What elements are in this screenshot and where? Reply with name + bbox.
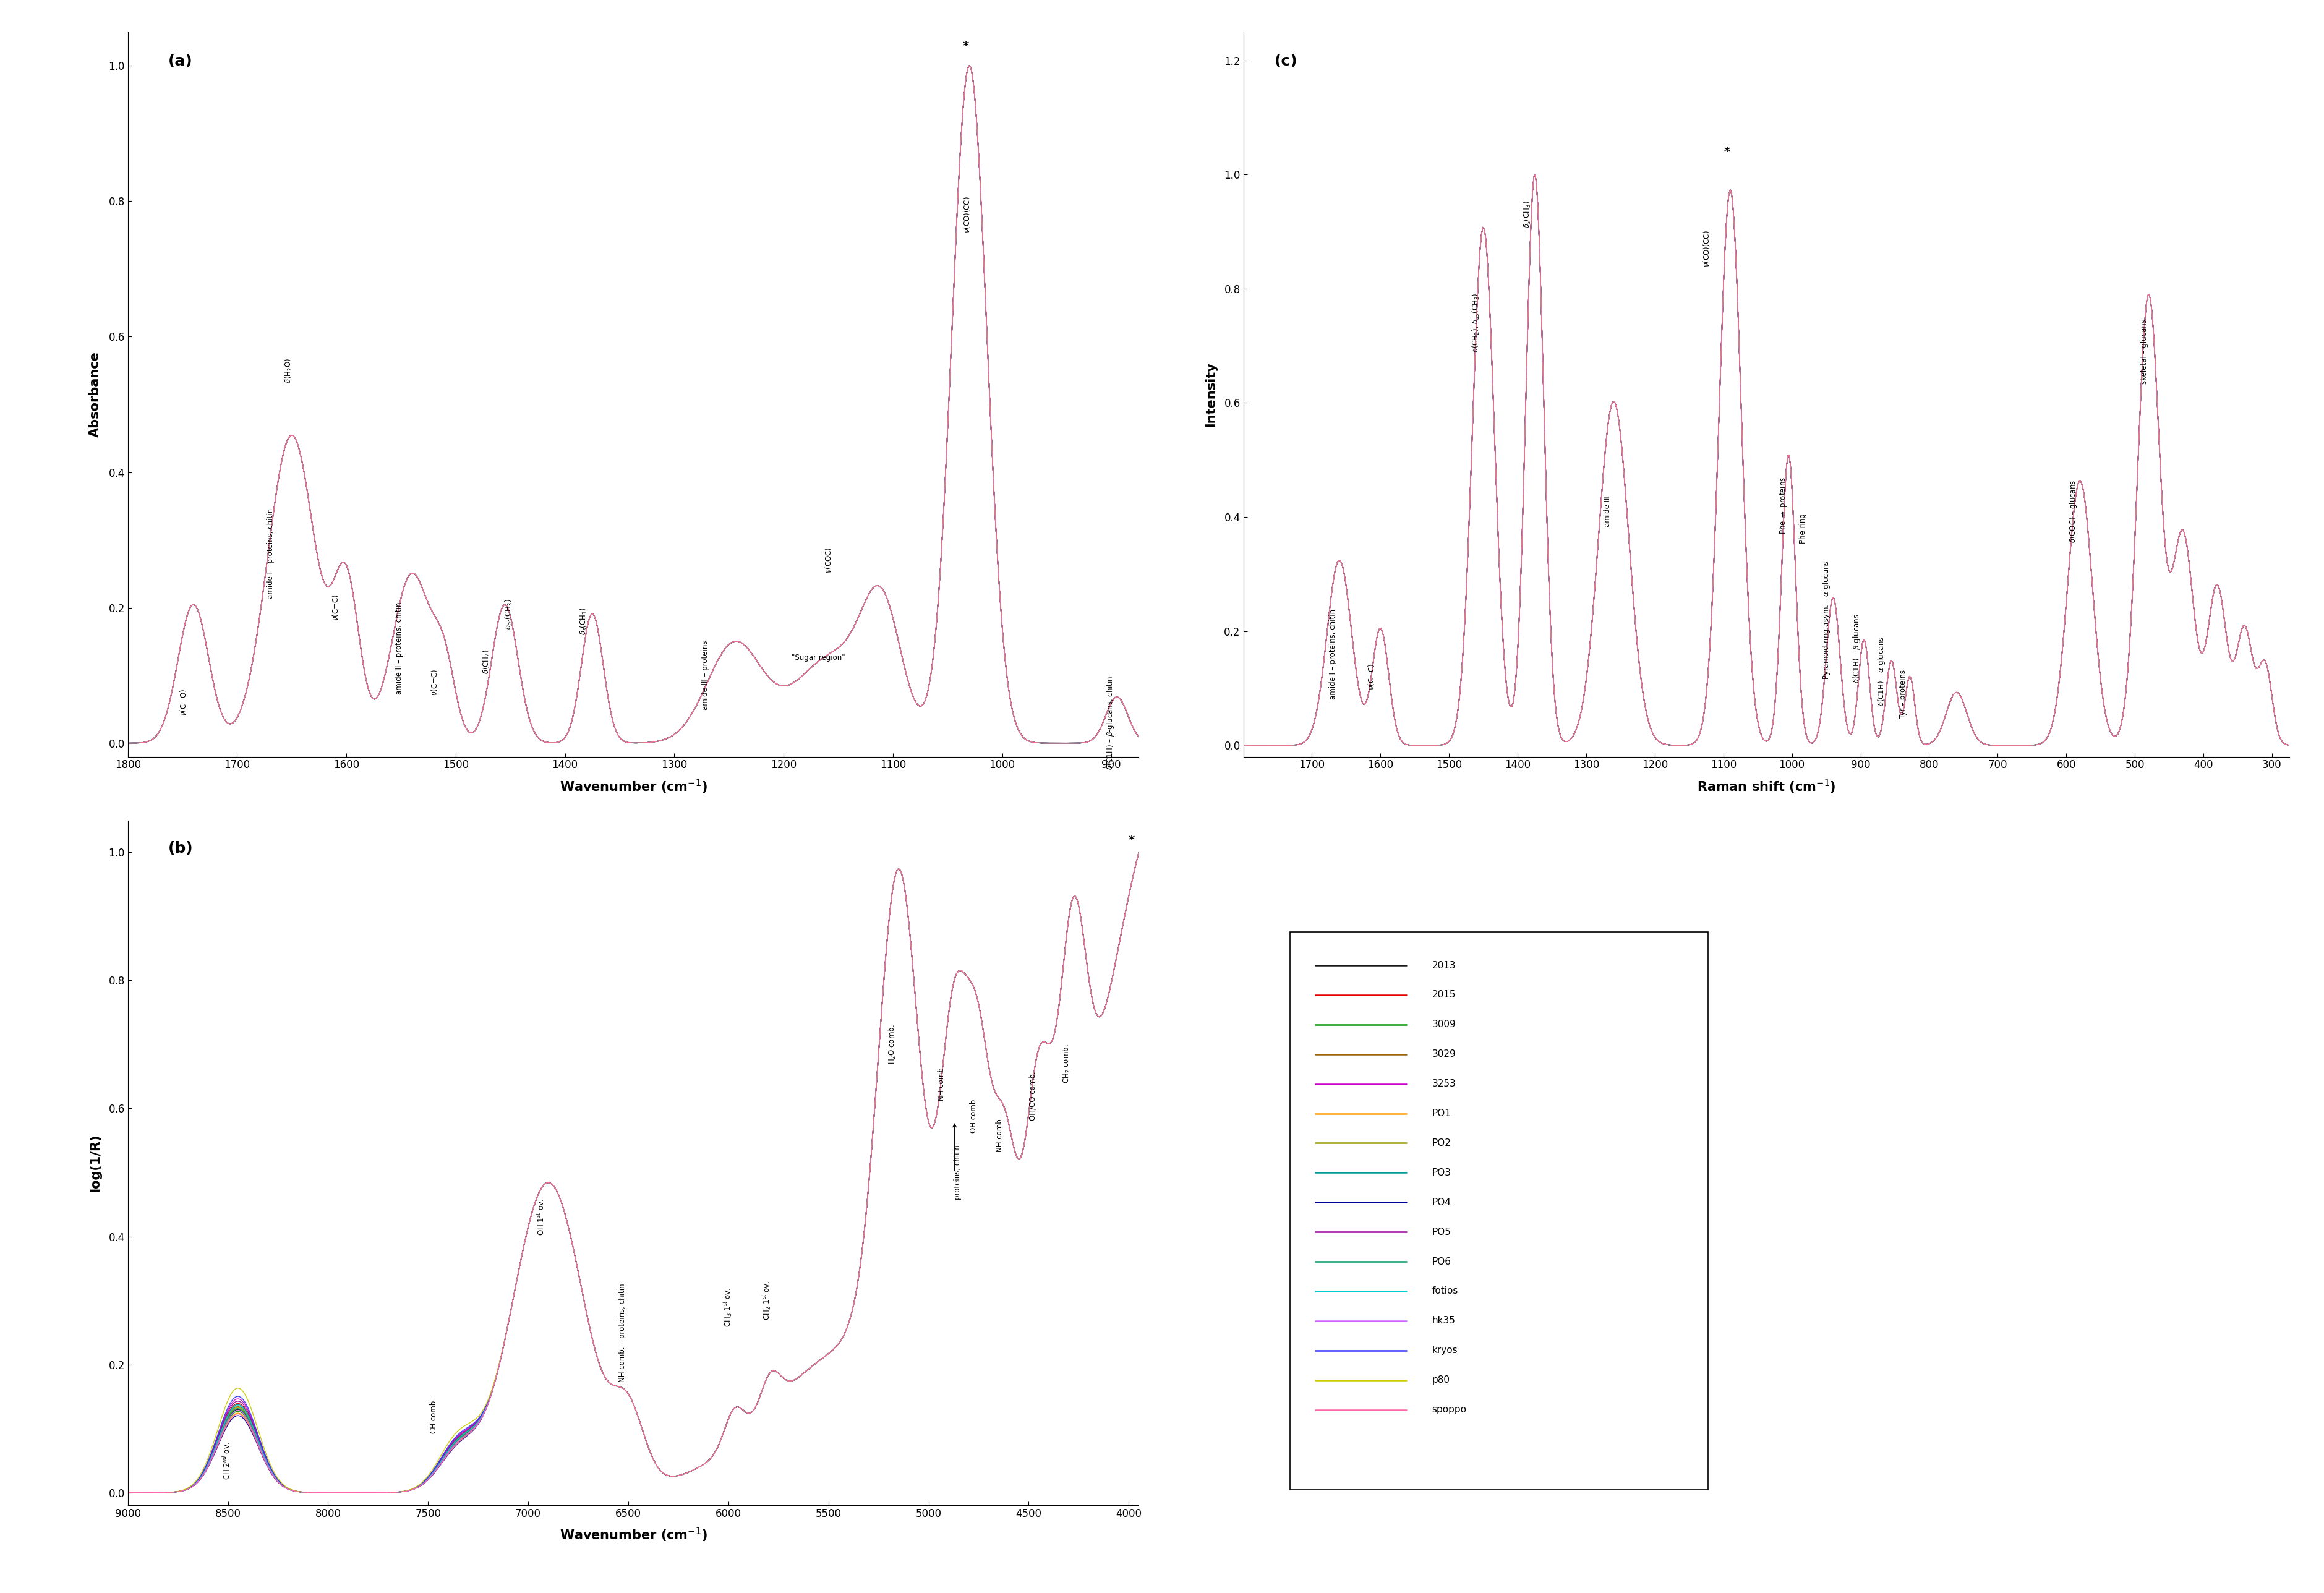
Text: NH comb.: NH comb.	[937, 1066, 946, 1101]
Text: PO1: PO1	[1432, 1109, 1450, 1118]
Text: CH 2$^{nd}$ ov.: CH 2$^{nd}$ ov.	[223, 1442, 232, 1480]
Text: amide I – proteins, chitin: amide I – proteins, chitin	[1329, 609, 1336, 699]
Text: (a): (a)	[167, 54, 193, 68]
Y-axis label: Intensity: Intensity	[1204, 362, 1218, 427]
Text: $\nu$(C=C): $\nu$(C=C)	[330, 594, 339, 621]
Text: $\delta_s$(CH$_3$): $\delta_s$(CH$_3$)	[1522, 201, 1534, 228]
Text: OH comb.: OH comb.	[969, 1098, 978, 1133]
Text: $\nu$(CO)(CC): $\nu$(CO)(CC)	[962, 196, 971, 233]
Text: PO2: PO2	[1432, 1139, 1450, 1147]
Text: H$_2$O comb.: H$_2$O comb.	[888, 1024, 897, 1064]
Text: Tyr – proteins: Tyr – proteins	[1899, 669, 1908, 718]
Text: 3029: 3029	[1432, 1050, 1457, 1059]
Text: PO6: PO6	[1432, 1257, 1450, 1266]
Text: CH$_3$ 1$^{st}$ ov.: CH$_3$ 1$^{st}$ ov.	[723, 1287, 734, 1327]
Text: $\nu$(C=O): $\nu$(C=O)	[179, 688, 188, 717]
Text: $\delta$(COC) – glucans: $\delta$(COC) – glucans	[2068, 479, 2078, 543]
Text: $\nu$(C=C): $\nu$(C=C)	[430, 669, 439, 696]
X-axis label: Wavenumber (cm$^{-1}$): Wavenumber (cm$^{-1}$)	[560, 777, 706, 795]
Text: PO5: PO5	[1432, 1227, 1450, 1236]
Text: $\delta$(H$_2$O): $\delta$(H$_2$O)	[284, 358, 293, 384]
Text: "Sugar region": "Sugar region"	[792, 653, 846, 661]
Text: OH/CO comb.: OH/CO comb.	[1030, 1070, 1037, 1120]
Text: $\nu$(COC): $\nu$(COC)	[823, 546, 832, 573]
Text: 2013: 2013	[1432, 961, 1455, 970]
Text: $\delta$(C1H) – $\beta$-glucans: $\delta$(C1H) – $\beta$-glucans	[1852, 613, 1862, 683]
X-axis label: Raman shift (cm$^{-1}$): Raman shift (cm$^{-1}$)	[1697, 777, 1836, 795]
Text: (c): (c)	[1276, 54, 1299, 68]
Text: $\delta$(CH$_2$): $\delta$(CH$_2$)	[481, 650, 493, 674]
Text: amide I – proteins, chitin: amide I – proteins, chitin	[267, 508, 274, 599]
Text: NH comb.: NH comb.	[995, 1117, 1004, 1152]
Text: Phe ring: Phe ring	[1799, 513, 1808, 543]
Y-axis label: log(1/R): log(1/R)	[88, 1134, 102, 1192]
Text: fotios: fotios	[1432, 1287, 1457, 1295]
Text: NH comb. – proteins, chitin: NH comb. – proteins, chitin	[618, 1284, 625, 1381]
Text: *: *	[1724, 145, 1729, 158]
Text: p80: p80	[1432, 1375, 1450, 1384]
Text: hk35: hk35	[1432, 1316, 1455, 1325]
Text: PO4: PO4	[1432, 1198, 1450, 1207]
X-axis label: Wavenumber (cm$^{-1}$): Wavenumber (cm$^{-1}$)	[560, 1526, 706, 1544]
Text: PO3: PO3	[1432, 1168, 1450, 1177]
Text: Pyramoid ring asym. – $\alpha$-glucans: Pyramoid ring asym. – $\alpha$-glucans	[1822, 559, 1831, 680]
Text: $\nu$(CO)(CC): $\nu$(CO)(CC)	[1701, 231, 1710, 268]
Text: proteins, chitin: proteins, chitin	[953, 1145, 962, 1200]
Text: $\nu$(C=C): $\nu$(C=C)	[1367, 663, 1376, 690]
FancyBboxPatch shape	[1290, 932, 1708, 1489]
Text: CH$_2$ comb.: CH$_2$ comb.	[1062, 1043, 1071, 1083]
Text: $\delta$(CH$_2$), $\delta_{as}$(CH$_3$): $\delta$(CH$_2$), $\delta_{as}$(CH$_3$)	[1471, 293, 1480, 352]
Text: kryos: kryos	[1432, 1346, 1457, 1356]
Text: skeletal – glucans: skeletal – glucans	[2140, 319, 2150, 384]
Text: 3253: 3253	[1432, 1078, 1457, 1088]
Text: Phe $\rightarrow$ proteins: Phe $\rightarrow$ proteins	[1778, 476, 1789, 534]
Text: OH 1$^{st}$ ov.: OH 1$^{st}$ ov.	[537, 1200, 546, 1236]
Text: $\delta_s$(CH$_3$): $\delta_s$(CH$_3$)	[579, 607, 588, 636]
Text: amide II – proteins, chitin: amide II – proteins, chitin	[395, 602, 404, 695]
Text: amide III – proteins: amide III – proteins	[702, 640, 709, 710]
Text: CH$_2$ 1$^{st}$ ov.: CH$_2$ 1$^{st}$ ov.	[762, 1281, 772, 1321]
Text: $\delta$(C1H) – $\beta$-glucans, chitin: $\delta$(C1H) – $\beta$-glucans, chitin	[1106, 675, 1116, 769]
Text: (b): (b)	[167, 841, 193, 855]
Text: CH comb.: CH comb.	[430, 1399, 439, 1434]
Text: *: *	[962, 40, 969, 53]
Text: 2015: 2015	[1432, 991, 1455, 1000]
Text: *: *	[1129, 835, 1134, 846]
Text: $\delta_{as}$(CH$_3$): $\delta_{as}$(CH$_3$)	[504, 599, 514, 629]
Text: amide III: amide III	[1604, 495, 1611, 527]
Text: spoppo: spoppo	[1432, 1405, 1466, 1415]
Text: $\delta$(C1H) – $\alpha$-glucans: $\delta$(C1H) – $\alpha$-glucans	[1875, 636, 1887, 706]
Text: 3009: 3009	[1432, 1020, 1457, 1029]
Y-axis label: Absorbance: Absorbance	[88, 352, 102, 436]
